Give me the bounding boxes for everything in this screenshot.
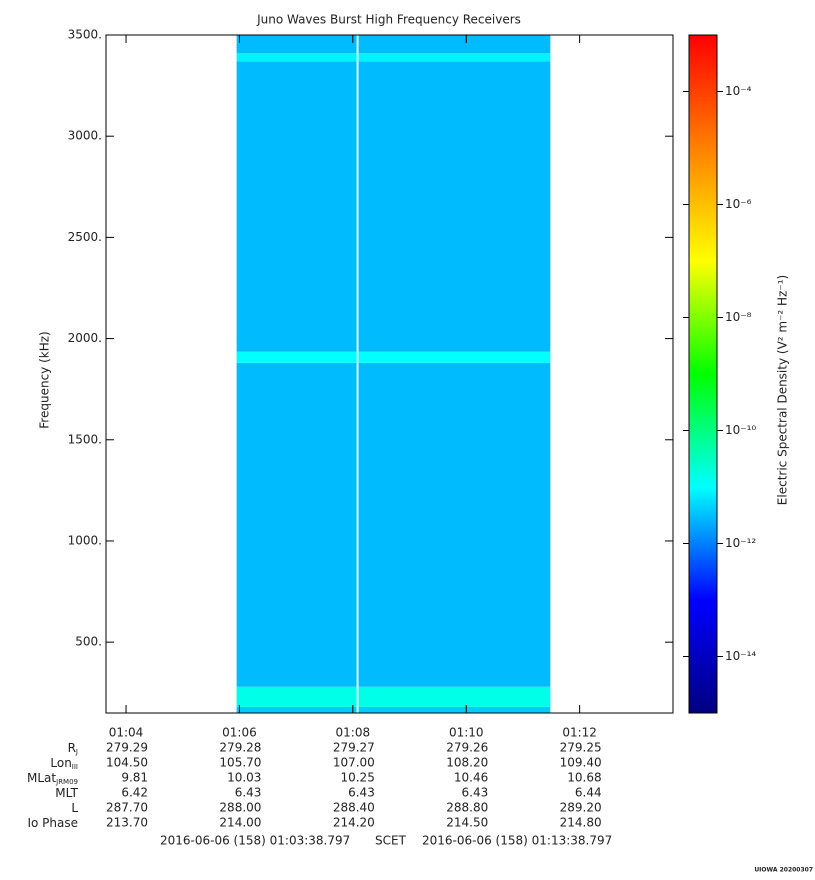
ephemeris-value: 289.20 bbox=[560, 801, 602, 815]
ephemeris-value: 10.25 bbox=[340, 771, 374, 785]
colorbar-tick-label: 10⁻⁶ bbox=[725, 197, 752, 211]
y-tick-label: 2000. bbox=[68, 331, 102, 345]
spectrogram-cell bbox=[358, 686, 551, 707]
ephemeris-label-text: R bbox=[68, 741, 76, 755]
ephemeris-value: 109.40 bbox=[560, 756, 602, 770]
ephemeris-value: 10.03 bbox=[227, 771, 261, 785]
credit: UIOWA 20200307 bbox=[754, 867, 813, 874]
y-tick-label: 500. bbox=[75, 635, 102, 649]
plot-frame bbox=[105, 34, 674, 714]
chart-title: Juno Waves Burst High Frequency Receiver… bbox=[256, 13, 521, 27]
ephemeris-value: 6.43 bbox=[462, 786, 489, 800]
ephemeris-label-text: Lon bbox=[50, 756, 71, 770]
spectrogram-cell bbox=[236, 61, 357, 352]
colorbar-tick-label: 10⁻⁴ bbox=[725, 84, 752, 98]
ephemeris-value: 9.81 bbox=[121, 771, 148, 785]
x-tick-label: 01:04 bbox=[109, 726, 144, 740]
spectrogram-cell bbox=[358, 61, 551, 352]
ephemeris-value: 214.50 bbox=[446, 816, 488, 830]
spectrogram-cell bbox=[236, 53, 357, 62]
ephemeris-value: 105.70 bbox=[219, 756, 261, 770]
spectrogram-cell bbox=[358, 351, 551, 363]
ephemeris-label-subscript: III bbox=[72, 763, 78, 771]
ephemeris-value: 108.20 bbox=[446, 756, 488, 770]
ephemeris-value: 214.20 bbox=[333, 816, 375, 830]
ephemeris-label: LonIII bbox=[50, 756, 78, 772]
ephemeris-value: 6.43 bbox=[235, 786, 262, 800]
ephemeris-value: 213.70 bbox=[106, 816, 148, 830]
spectrogram-cell bbox=[236, 35, 357, 54]
spectrogram-cell bbox=[358, 706, 551, 713]
colorbar-tick-label: 10⁻⁸ bbox=[725, 310, 752, 324]
ephemeris-value: 279.26 bbox=[446, 741, 488, 755]
ephemeris-value: 107.00 bbox=[333, 756, 375, 770]
footer-start: 2016-06-06 (158) 01:03:38.797 bbox=[160, 834, 350, 848]
colorbar-tick-label: 10⁻¹⁴ bbox=[725, 649, 756, 663]
ephemeris-value: 10.68 bbox=[567, 771, 601, 785]
y-axis-label: Frequency (kHz) bbox=[38, 331, 52, 428]
ephemeris-value: 6.44 bbox=[575, 786, 602, 800]
colorbar-tick-label: 10⁻¹² bbox=[725, 536, 756, 550]
ephemeris-label-text: MLat bbox=[27, 771, 56, 785]
y-tick-label: 3500. bbox=[68, 28, 102, 42]
spectrogram bbox=[236, 35, 551, 713]
ephemeris-label-text: Io Phase bbox=[27, 816, 78, 830]
ephemeris-label-text: MLT bbox=[55, 786, 78, 800]
y-tick-label: 1500. bbox=[68, 432, 102, 446]
ephemeris-label: Io Phase bbox=[27, 816, 78, 830]
spectrogram-cell bbox=[236, 706, 357, 713]
ephemeris-label: L bbox=[71, 801, 78, 815]
ephemeris-value: 279.28 bbox=[219, 741, 261, 755]
x-tick-label: 01:12 bbox=[562, 726, 597, 740]
spectrogram-cell bbox=[236, 351, 357, 363]
y-tick-label: 2500. bbox=[68, 230, 102, 244]
footer-end: 2016-06-06 (158) 01:13:38.797 bbox=[422, 834, 612, 848]
ephemeris-value: 104.50 bbox=[106, 756, 148, 770]
ephemeris-label: MLT bbox=[55, 786, 78, 800]
spectrogram-cell bbox=[358, 35, 551, 54]
ephemeris-value: 6.42 bbox=[121, 786, 148, 800]
spectrogram-cell bbox=[358, 53, 551, 62]
colorbar-tick-label: 10⁻¹⁰ bbox=[725, 423, 756, 437]
colorbar bbox=[688, 34, 718, 714]
ephemeris-value: 279.25 bbox=[560, 741, 602, 755]
ephemeris-value: 279.29 bbox=[106, 741, 148, 755]
ephemeris-label-text: L bbox=[71, 801, 78, 815]
y-tick-label: 1000. bbox=[68, 533, 102, 547]
spectrogram-cell bbox=[358, 362, 551, 687]
footer-frame: SCET bbox=[375, 834, 407, 848]
ephemeris-value: 214.80 bbox=[560, 816, 602, 830]
ephemeris-label: MLatJRM09 bbox=[27, 771, 78, 787]
spectrogram-cell bbox=[236, 362, 357, 687]
ephemeris-value: 6.43 bbox=[348, 786, 375, 800]
x-tick-label: 01:10 bbox=[449, 726, 484, 740]
colorbar-label: Electric Spectral Density (V² m⁻² Hz⁻¹) bbox=[776, 275, 790, 505]
x-tick-label: 01:08 bbox=[336, 726, 371, 740]
y-tick-label: 3000. bbox=[68, 129, 102, 143]
ephemeris-value: 288.40 bbox=[333, 801, 375, 815]
ephemeris-value: 214.00 bbox=[219, 816, 261, 830]
ephemeris-value: 10.46 bbox=[454, 771, 488, 785]
ephemeris-value: 279.27 bbox=[333, 741, 375, 755]
ephemeris-label: RJ bbox=[68, 741, 78, 757]
ephemeris-value: 287.70 bbox=[106, 801, 148, 815]
x-tick-label: 01:06 bbox=[222, 726, 257, 740]
ephemeris-label-subscript: J bbox=[75, 748, 78, 756]
ephemeris-value: 288.80 bbox=[446, 801, 488, 815]
ephemeris-label-subscript: JRM09 bbox=[55, 778, 78, 786]
ephemeris-value: 288.00 bbox=[219, 801, 261, 815]
spectrogram-cell bbox=[236, 686, 357, 707]
